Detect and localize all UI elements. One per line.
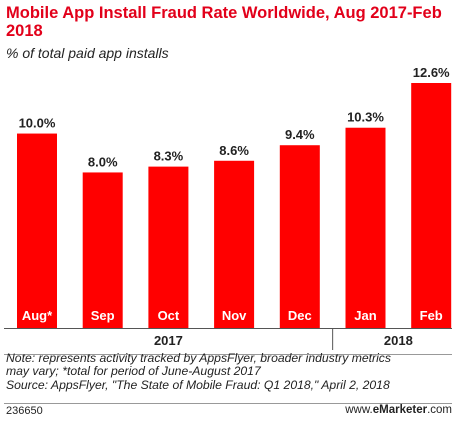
note-line-2: may vary; *total for period of June-Augu… xyxy=(6,364,261,379)
value-label-1: 8.0% xyxy=(88,154,118,169)
source-line: Source: AppsFlyer, "The State of Mobile … xyxy=(6,377,390,392)
notes: Note: represents activity tracked by App… xyxy=(6,351,452,392)
bar-1 xyxy=(82,172,123,328)
year-label-1: 2018 xyxy=(384,333,413,348)
bar-0 xyxy=(17,133,57,328)
bar-3 xyxy=(214,160,255,328)
value-label-5: 10.3% xyxy=(347,110,384,125)
value-label-0: 10.0% xyxy=(19,116,56,131)
category-label-3: Nov xyxy=(222,308,247,323)
bar-2 xyxy=(148,166,189,328)
brand-suffix: .com xyxy=(427,404,452,416)
value-label-2: 8.3% xyxy=(154,149,184,164)
year-label-0: 2017 xyxy=(154,333,183,348)
brand-prefix: www. xyxy=(345,404,373,416)
category-label-2: Oct xyxy=(158,308,180,323)
chart-title: Mobile App Install Fraud Rate Worldwide,… xyxy=(6,4,442,40)
brand-name: eMarketer xyxy=(372,404,428,416)
value-label-4: 9.4% xyxy=(285,127,315,142)
bar-6 xyxy=(411,83,452,328)
category-label-6: Feb xyxy=(420,308,443,323)
category-label-5: Jan xyxy=(354,308,376,323)
category-label-4: Dec xyxy=(288,308,312,323)
category-label-0: Aug* xyxy=(22,308,53,323)
brand-logo: www.eMarketer.com xyxy=(345,404,452,416)
value-label-6: 12.6% xyxy=(413,65,450,80)
bar-4 xyxy=(279,145,320,328)
value-label-3: 8.6% xyxy=(219,143,249,158)
note-line-1: Note: represents activity tracked by App… xyxy=(6,351,391,365)
bar-5 xyxy=(345,127,386,328)
category-label-1: Sep xyxy=(91,308,115,323)
chart-id: 236650 xyxy=(6,405,43,417)
chart-subtitle: % of total paid app installs xyxy=(6,45,169,61)
